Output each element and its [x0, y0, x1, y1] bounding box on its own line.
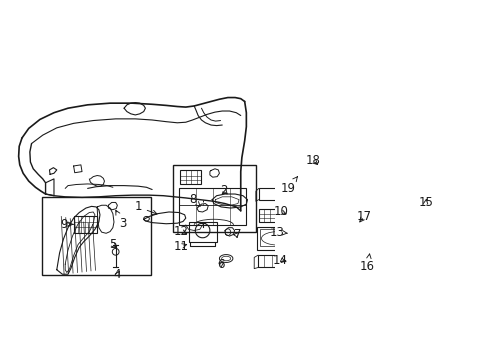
- Bar: [259, 229, 296, 246]
- Bar: [179, 188, 246, 225]
- Text: 7: 7: [233, 229, 241, 242]
- Bar: [188, 222, 216, 242]
- Text: 8: 8: [189, 193, 200, 206]
- Text: 3: 3: [116, 210, 126, 230]
- Text: 15: 15: [418, 196, 432, 209]
- Bar: [74, 216, 97, 233]
- Bar: [180, 170, 201, 184]
- Bar: [258, 209, 289, 221]
- Text: 6: 6: [217, 258, 224, 271]
- Text: 9: 9: [60, 218, 73, 231]
- Text: 13: 13: [269, 226, 286, 239]
- Text: 18: 18: [305, 154, 320, 167]
- Text: 19: 19: [280, 177, 297, 195]
- Bar: [257, 227, 299, 249]
- Bar: [258, 255, 294, 267]
- Text: 4: 4: [113, 268, 121, 281]
- Text: 1: 1: [134, 201, 157, 215]
- Bar: [173, 165, 256, 232]
- Text: 10: 10: [273, 206, 288, 219]
- Bar: [41, 197, 151, 275]
- Text: 2: 2: [220, 184, 227, 197]
- Text: 5: 5: [109, 238, 116, 251]
- Text: 16: 16: [359, 254, 374, 274]
- Text: 17: 17: [356, 210, 371, 223]
- Bar: [258, 188, 281, 200]
- Text: 11: 11: [173, 240, 188, 253]
- Text: 12: 12: [173, 225, 188, 238]
- Text: 14: 14: [272, 254, 287, 267]
